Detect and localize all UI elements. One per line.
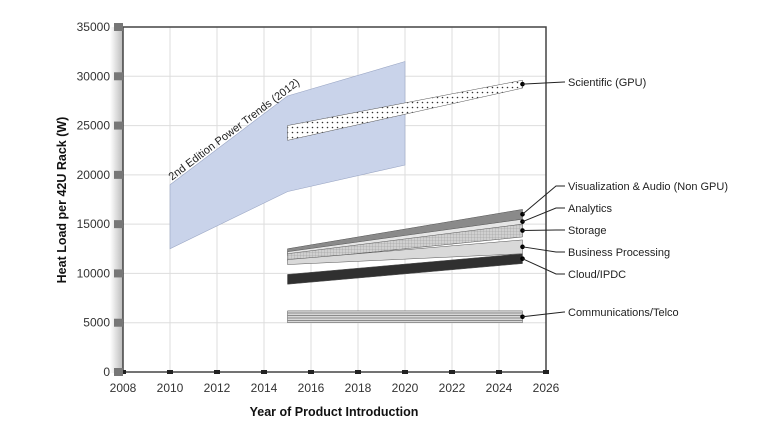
y-tick-mark — [114, 220, 123, 229]
x-tick-label: 2018 — [345, 381, 372, 395]
y-axis-title: Heat Load per 42U Rack (W) — [55, 117, 69, 284]
y-tick-label: 25000 — [77, 119, 111, 133]
x-tick-label: 2014 — [251, 381, 278, 395]
y-tick-label: 30000 — [77, 69, 111, 83]
y-tick-label: 10000 — [77, 266, 111, 280]
series-label: Scientific (GPU) — [568, 77, 646, 89]
leader-line — [522, 185, 565, 215]
series-label: Visualization & Audio (Non GPU) — [568, 181, 728, 193]
x-tick-label: 2008 — [110, 381, 137, 395]
x-tick-label: 2010 — [157, 381, 184, 395]
leader-line — [522, 207, 565, 223]
x-tick-mark — [543, 370, 549, 374]
y-tick-mark — [114, 121, 123, 130]
x-tick-mark — [402, 370, 408, 374]
leader-line — [522, 246, 565, 253]
y-tick-label: 20000 — [77, 168, 111, 182]
x-tick-mark — [308, 370, 314, 374]
series-label: Storage — [568, 225, 607, 237]
axis-shadow — [110, 27, 123, 373]
y-tick-mark — [114, 368, 123, 376]
x-axis-title: Year of Product Introduction — [250, 405, 419, 419]
y-tick-mark — [114, 23, 123, 31]
leader-line — [522, 258, 565, 275]
y-tick-label: 5000 — [83, 316, 110, 330]
series-label: Business Processing — [568, 247, 670, 259]
x-tick-label: 2016 — [298, 381, 325, 395]
series-band — [287, 310, 523, 323]
leader-line — [522, 229, 565, 232]
x-tick-mark — [214, 370, 220, 374]
x-tick-mark — [496, 370, 502, 374]
x-tick-mark — [261, 370, 267, 374]
x-tick-label: 2012 — [204, 381, 231, 395]
plot-frame — [122, 26, 547, 373]
series-band — [287, 253, 523, 285]
x-tick-label: 2024 — [486, 381, 513, 395]
leader-line — [522, 311, 565, 318]
reference-band — [169, 61, 406, 250]
y-tick-label: 15000 — [77, 217, 111, 231]
y-tick-mark — [114, 170, 123, 179]
x-tick-label: 2022 — [439, 381, 466, 395]
y-tick-mark — [114, 72, 123, 81]
x-tick-label: 2020 — [392, 381, 419, 395]
y-tick-mark — [114, 269, 123, 278]
leader-line — [522, 81, 565, 85]
y-tick-mark — [114, 318, 123, 327]
x-tick-mark — [167, 370, 173, 374]
x-tick-mark — [355, 370, 361, 374]
x-tick-mark — [449, 370, 455, 374]
y-tick-label: 0 — [103, 365, 110, 379]
series-label: Analytics — [568, 203, 613, 215]
series-label: Cloud/IPDC — [568, 269, 626, 281]
x-tick-label: 2026 — [533, 381, 560, 395]
series-band — [287, 79, 523, 141]
y-tick-label: 35000 — [77, 20, 111, 34]
series-label: Communications/Telco — [568, 307, 679, 319]
series-band — [287, 223, 523, 261]
